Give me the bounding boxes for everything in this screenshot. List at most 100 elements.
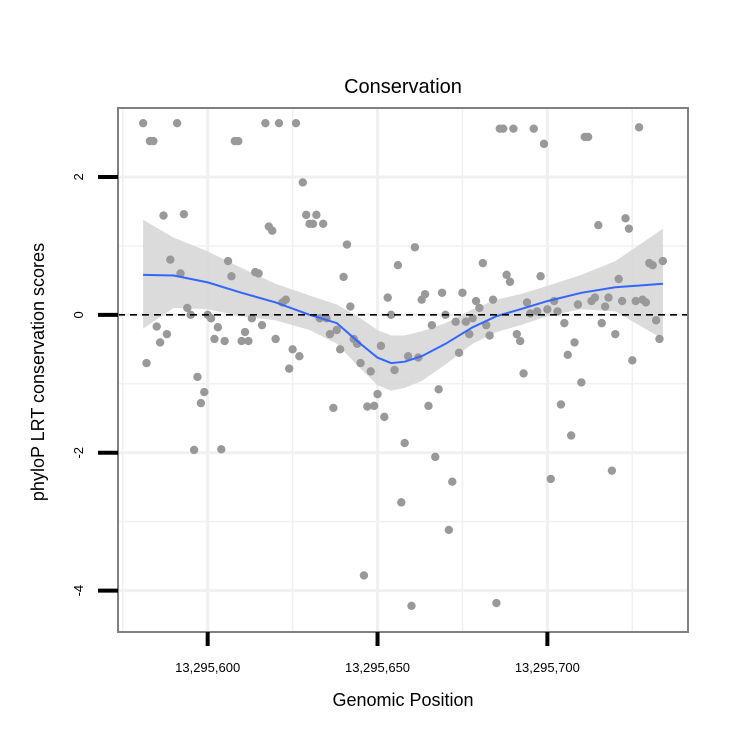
data-point	[628, 356, 637, 365]
data-point	[400, 438, 409, 448]
data-point	[454, 348, 464, 357]
data-point	[376, 341, 386, 351]
data-point	[437, 288, 447, 297]
data-point	[658, 256, 668, 266]
data-point	[420, 289, 430, 299]
smooth-line-layer	[143, 273, 663, 365]
x-tick-label: 13,295,650	[345, 660, 410, 675]
data-point	[383, 293, 392, 302]
y-tick-label: 0	[71, 311, 86, 318]
data-point	[611, 329, 620, 339]
data-point	[499, 124, 508, 133]
data-point	[244, 336, 253, 346]
data-point	[166, 255, 175, 264]
data-point	[556, 400, 566, 409]
data-point	[597, 318, 606, 328]
data-point	[434, 385, 443, 394]
data-point	[512, 329, 521, 339]
data-point	[288, 345, 297, 354]
data-point	[590, 293, 600, 302]
data-point	[553, 307, 562, 316]
data-point	[390, 365, 399, 375]
data-point	[210, 334, 219, 344]
data-point	[444, 525, 454, 535]
data-point	[359, 571, 369, 580]
data-points	[138, 118, 668, 610]
confidence-ribbon-layer	[143, 219, 663, 391]
data-point	[451, 317, 460, 326]
data-point	[298, 178, 307, 187]
data-point	[529, 124, 538, 133]
data-point	[594, 221, 603, 230]
data-point	[196, 398, 206, 408]
x-axis: 13,295,600 13,295,650 13,295,700	[175, 632, 580, 675]
y-axis: -4 -2 0 2	[71, 173, 118, 596]
data-point	[223, 256, 233, 266]
data-point	[274, 118, 284, 128]
data-point	[193, 372, 202, 382]
data-point	[482, 320, 491, 330]
x-tick-label: 13,295,600	[175, 660, 240, 675]
data-point	[373, 389, 382, 399]
data-point	[325, 329, 335, 339]
data-point	[380, 412, 389, 422]
data-point	[308, 219, 318, 229]
smooth-fit-line	[143, 273, 663, 365]
data-point	[200, 387, 209, 397]
data-point	[515, 336, 525, 346]
data-point	[431, 452, 440, 462]
data-point	[234, 136, 243, 146]
data-point	[335, 345, 345, 354]
data-point	[291, 118, 301, 128]
data-point	[220, 336, 229, 346]
data-point	[329, 403, 338, 413]
y-axis-title: phyloP LRT conservation scores	[28, 243, 48, 501]
data-point	[648, 261, 657, 270]
x-axis-title: Genomic Position	[332, 690, 473, 710]
data-point	[247, 314, 257, 323]
data-point	[655, 334, 664, 344]
data-point	[386, 310, 396, 320]
data-point	[407, 601, 416, 610]
data-point	[492, 598, 501, 608]
data-point	[427, 320, 437, 330]
data-point	[213, 323, 223, 332]
data-point	[397, 498, 406, 507]
data-point	[614, 274, 623, 284]
data-point	[237, 336, 246, 346]
data-point	[471, 296, 481, 306]
data-point	[183, 303, 192, 313]
data-point	[502, 270, 511, 280]
data-point	[159, 211, 168, 220]
data-point	[393, 261, 403, 270]
data-point	[570, 338, 579, 347]
data-point	[475, 303, 484, 313]
data-point	[189, 445, 199, 455]
data-point	[261, 118, 270, 128]
data-point	[227, 272, 236, 281]
data-point	[536, 272, 545, 281]
data-point	[458, 288, 467, 297]
data-point	[573, 300, 583, 309]
data-point	[583, 132, 593, 142]
data-point	[651, 316, 661, 325]
data-point	[369, 401, 379, 411]
data-point	[604, 293, 613, 302]
data-point	[162, 329, 172, 339]
data-point	[155, 338, 165, 347]
data-point	[519, 369, 528, 378]
data-point	[206, 314, 216, 323]
data-point	[138, 118, 148, 128]
data-point	[268, 226, 277, 235]
data-point	[641, 298, 651, 307]
data-point	[461, 317, 471, 326]
data-point	[468, 314, 477, 323]
data-point	[607, 466, 617, 475]
data-point	[312, 210, 321, 220]
plot-panel-border	[117, 107, 689, 633]
data-point	[142, 358, 151, 368]
confidence-ribbon	[143, 219, 663, 391]
data-point	[465, 329, 474, 339]
data-point	[152, 322, 161, 331]
data-point	[281, 295, 291, 304]
